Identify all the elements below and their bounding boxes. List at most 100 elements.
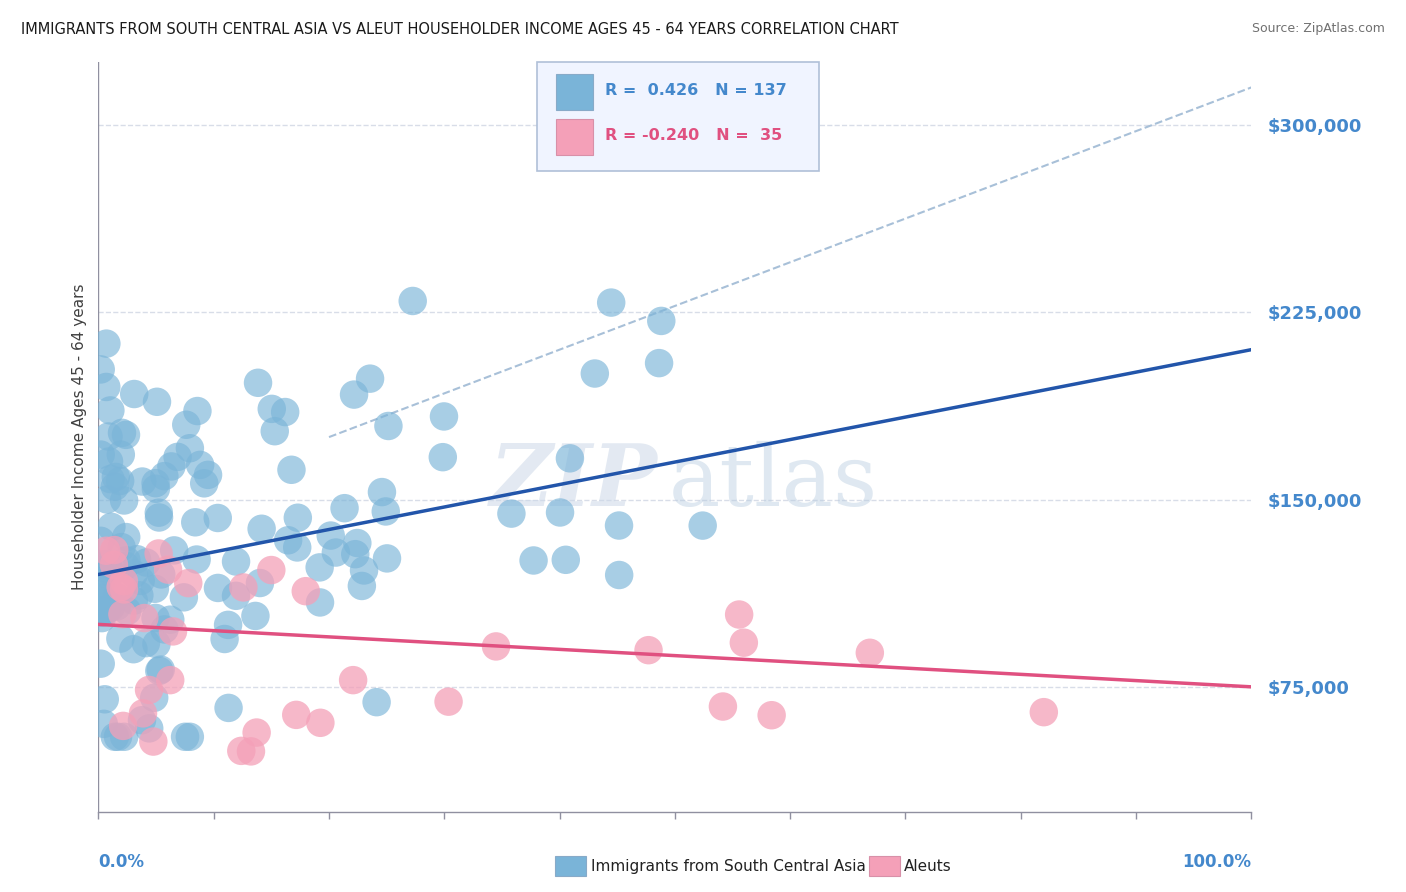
Point [115, 530, 138, 544]
Point [150, 567, 173, 582]
Point [90, 557, 112, 571]
Text: R =  0.426   N = 137: R = 0.426 N = 137 [605, 84, 786, 98]
Point [859, 646, 882, 660]
Point [138, 722, 160, 736]
Point [90, 588, 112, 602]
Point [174, 730, 197, 744]
Point [110, 540, 132, 554]
Point [648, 356, 671, 370]
Point [277, 533, 299, 548]
Text: Immigrants from South Central Asia: Immigrants from South Central Asia [591, 859, 866, 873]
Point [115, 428, 138, 442]
Point [97, 557, 120, 571]
Point [96, 380, 118, 394]
Point [162, 624, 184, 639]
Point [485, 640, 508, 654]
Point [377, 419, 399, 434]
Point [115, 553, 138, 567]
Text: Aleuts: Aleuts [904, 859, 952, 873]
Point [90, 591, 112, 605]
Point [193, 476, 215, 491]
Point [163, 543, 186, 558]
Point [402, 293, 425, 308]
Point [93, 595, 115, 609]
Point [96, 336, 118, 351]
Point [148, 506, 170, 520]
Point [374, 504, 396, 518]
Point [179, 730, 201, 744]
Point [145, 611, 167, 625]
FancyBboxPatch shape [557, 119, 593, 154]
Point [129, 574, 152, 588]
Point [250, 522, 273, 536]
Point [728, 607, 751, 622]
Point [131, 475, 153, 489]
Point [132, 706, 155, 721]
Point [117, 604, 139, 618]
Point [135, 556, 157, 570]
Text: Source: ZipAtlas.com: Source: ZipAtlas.com [1251, 22, 1385, 36]
Point [188, 458, 211, 472]
Point [437, 695, 460, 709]
Point [100, 472, 122, 486]
Point [111, 425, 134, 440]
Point [246, 725, 269, 739]
Point [173, 591, 195, 605]
Point [177, 576, 200, 591]
Point [761, 708, 783, 723]
Point [249, 576, 271, 591]
Point [94, 543, 117, 558]
Point [100, 566, 122, 580]
Point [146, 394, 169, 409]
Point [143, 582, 166, 596]
Point [280, 463, 302, 477]
Point [343, 387, 366, 401]
FancyBboxPatch shape [557, 74, 593, 110]
Point [110, 580, 132, 594]
Text: IMMIGRANTS FROM SOUTH CENTRAL ASIA VS ALEUT HOUSEHOLDER INCOME AGES 45 - 64 YEAR: IMMIGRANTS FROM SOUTH CENTRAL ASIA VS AL… [21, 22, 898, 37]
Point [105, 590, 128, 604]
Point [432, 450, 454, 465]
Point [157, 563, 180, 577]
Point [97, 429, 120, 443]
Point [110, 448, 132, 462]
Point [111, 607, 134, 622]
Point [149, 663, 172, 677]
Point [90, 577, 112, 591]
Point [112, 574, 135, 588]
Point [375, 551, 398, 566]
Point [103, 558, 125, 572]
Point [105, 599, 128, 614]
Text: ZIP: ZIP [489, 441, 658, 524]
Point [174, 417, 197, 432]
Point [107, 730, 129, 744]
Point [1032, 705, 1054, 719]
Point [112, 719, 135, 733]
Point [93, 605, 115, 619]
Point [145, 637, 167, 651]
Point [90, 657, 112, 671]
Point [359, 372, 381, 386]
Point [247, 376, 270, 390]
Point [122, 566, 145, 581]
Point [232, 581, 254, 595]
Point [287, 510, 309, 524]
Text: R = -0.240   N =  35: R = -0.240 N = 35 [605, 128, 782, 144]
Point [260, 563, 283, 577]
Point [104, 470, 127, 484]
Point [100, 403, 122, 417]
Point [135, 636, 157, 650]
Point [554, 553, 576, 567]
Point [260, 401, 283, 416]
Point [153, 469, 176, 483]
Point [100, 520, 122, 534]
Point [274, 405, 297, 419]
Point [138, 682, 160, 697]
Point [112, 582, 135, 597]
Point [308, 560, 330, 574]
Point [207, 581, 229, 595]
Point [98, 454, 121, 468]
Point [207, 511, 229, 525]
Point [94, 692, 117, 706]
Point [285, 541, 308, 555]
